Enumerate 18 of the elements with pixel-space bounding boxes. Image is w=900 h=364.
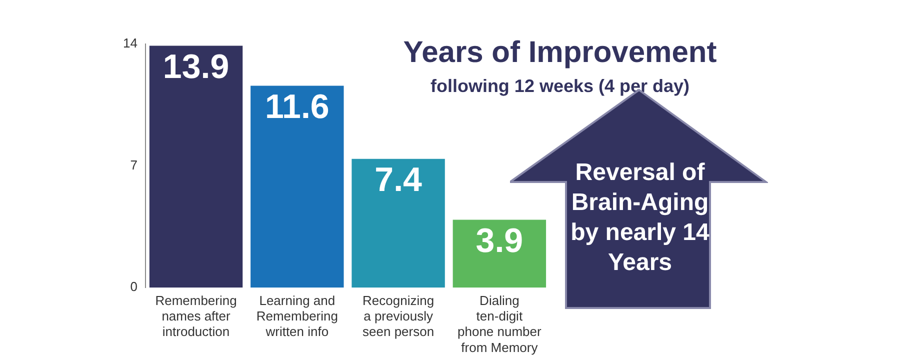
data-label: 13.9 [162, 48, 230, 86]
chart-title: Years of Improvement [402, 36, 718, 70]
bar [352, 158, 445, 288]
x-tick-label: Learning and Remembering written info [256, 292, 338, 340]
x-tick-label: Remembering names after introduction [155, 292, 237, 340]
data-label: 7.4 [374, 161, 422, 200]
data-label: 11.6 [265, 88, 330, 126]
y-tick-label: 7 [130, 157, 138, 172]
text: Reversal of Brain-Aging by nearly 14 Years [570, 158, 710, 278]
text: following 12 weeks (4 per day) [429, 76, 691, 97]
bar [250, 86, 344, 288]
x-tick-label: Dialing ten-digit phone number from Memory [458, 292, 542, 355]
data-label: 3.9 [476, 222, 524, 260]
bar [452, 220, 546, 288]
y-tick-label: 14 [122, 36, 138, 51]
x-tick-label: Recognizing a previously seen person [362, 292, 434, 340]
y-tick-label: 0 [130, 279, 138, 294]
bar [149, 46, 243, 288]
